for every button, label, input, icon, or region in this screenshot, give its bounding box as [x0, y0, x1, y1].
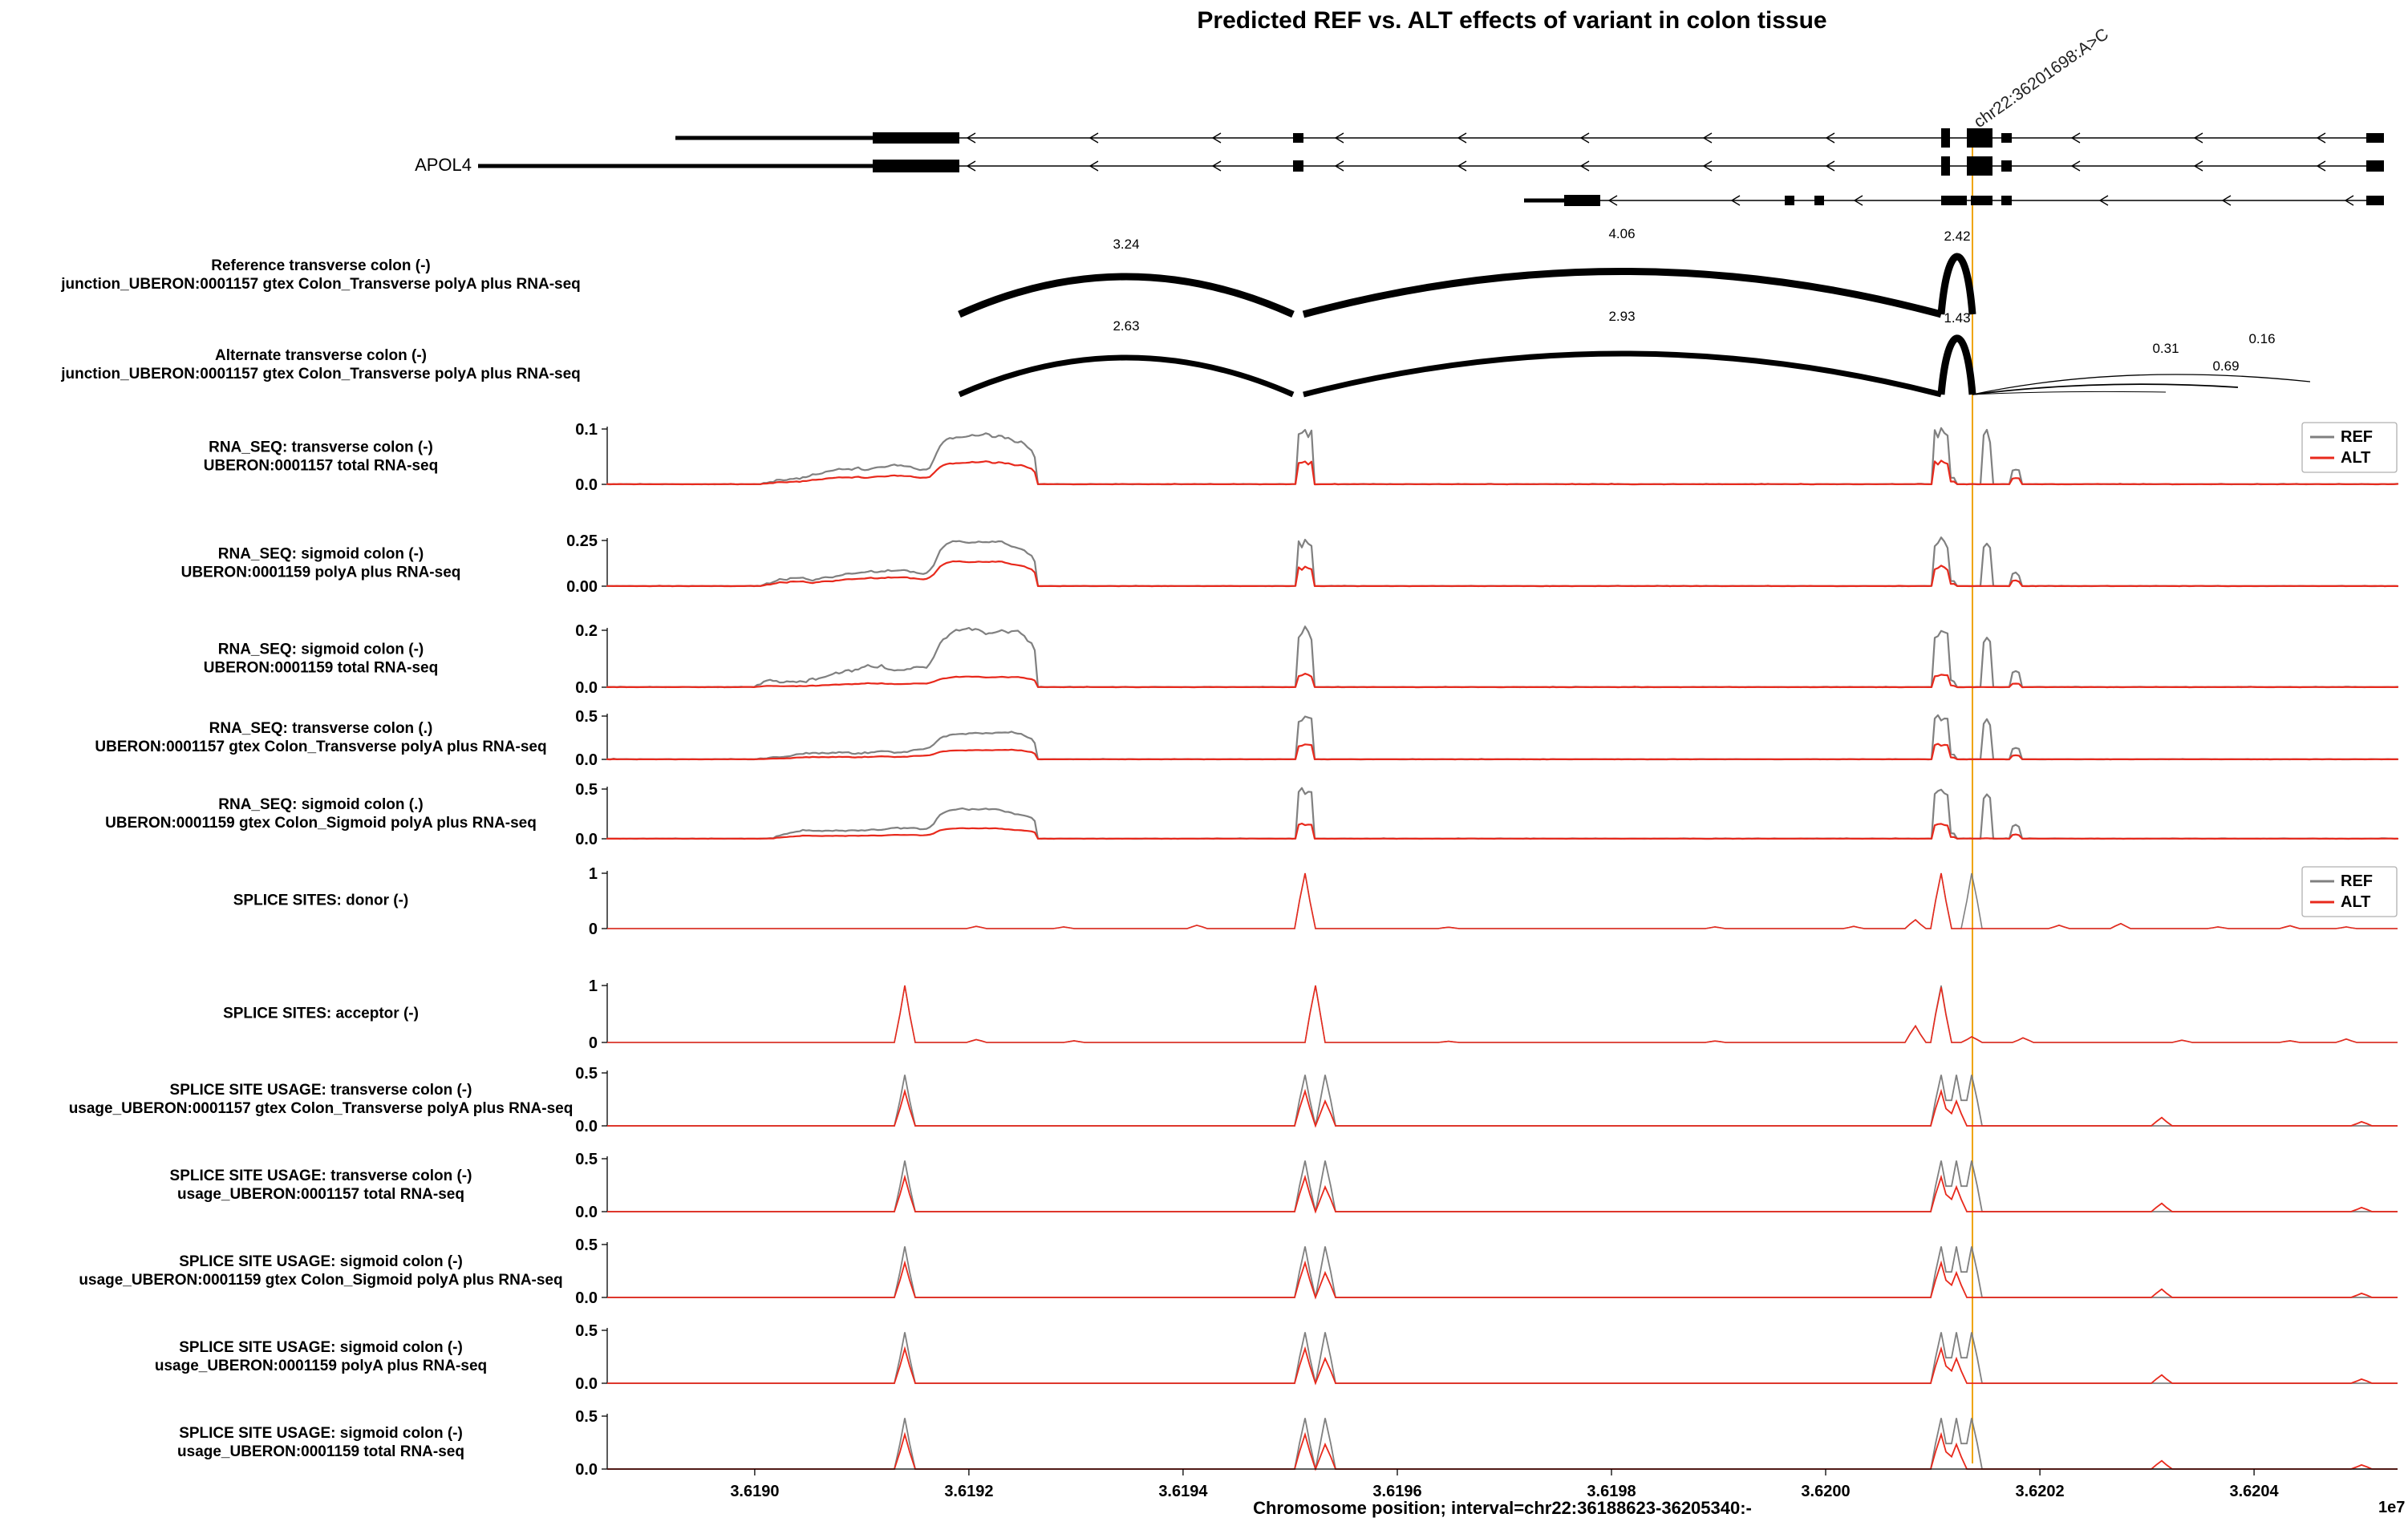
svg-text:UBERON:0001159 total RNA-seq: UBERON:0001159 total RNA-seq	[204, 660, 438, 677]
svg-text:RNA_SEQ: transverse colon (-): RNA_SEQ: transverse colon (-)	[209, 439, 433, 456]
svg-text:0.0: 0.0	[575, 1289, 598, 1307]
svg-text:APOL4: APOL4	[415, 155, 472, 175]
svg-text:REF: REF	[2341, 428, 2373, 446]
svg-text:SPLICE SITE USAGE: sigmoid col: SPLICE SITE USAGE: sigmoid colon (-)	[179, 1253, 463, 1270]
svg-text:3.6200: 3.6200	[1801, 1483, 1850, 1500]
svg-text:2.63: 2.63	[1113, 318, 1139, 334]
svg-text:0: 0	[589, 921, 598, 938]
svg-text:0.5: 0.5	[575, 781, 598, 799]
svg-text:RNA_SEQ: sigmoid colon (-): RNA_SEQ: sigmoid colon (-)	[218, 546, 424, 563]
svg-text:SPLICE SITE USAGE: sigmoid col: SPLICE SITE USAGE: sigmoid colon (-)	[179, 1425, 463, 1442]
svg-text:usage_UBERON:0001159 polyA plu: usage_UBERON:0001159 polyA plus RNA-seq	[155, 1358, 487, 1374]
svg-text:0.0: 0.0	[575, 1118, 598, 1135]
svg-text:0.5: 0.5	[575, 1151, 598, 1168]
svg-text:UBERON:0001159 polyA plus RNA-: UBERON:0001159 polyA plus RNA-seq	[181, 565, 461, 581]
svg-text:junction_UBERON:0001157 gtex C: junction_UBERON:0001157 gtex Colon_Trans…	[60, 366, 581, 382]
svg-text:ALT: ALT	[2341, 449, 2370, 467]
svg-text:0.31: 0.31	[2152, 341, 2179, 356]
svg-text:0: 0	[589, 1034, 598, 1052]
svg-text:0.25: 0.25	[566, 532, 598, 550]
svg-text:0.0: 0.0	[575, 679, 598, 697]
svg-text:junction_UBERON:0001157 gtex C: junction_UBERON:0001157 gtex Colon_Trans…	[60, 276, 581, 293]
svg-text:UBERON:0001159 gtex Colon_Sigm: UBERON:0001159 gtex Colon_Sigmoid polyA …	[105, 815, 537, 832]
svg-text:SPLICE SITE USAGE: transverse: SPLICE SITE USAGE: transverse colon (-)	[170, 1082, 472, 1099]
svg-text:4.06: 4.06	[1608, 226, 1635, 241]
svg-text:1: 1	[589, 865, 598, 883]
svg-text:usage_UBERON:0001159 total RNA: usage_UBERON:0001159 total RNA-seq	[177, 1443, 464, 1460]
svg-text:0.0: 0.0	[575, 476, 598, 494]
svg-text:0.5: 0.5	[575, 708, 598, 726]
svg-text:SPLICE SITE USAGE: transverse: SPLICE SITE USAGE: transverse colon (-)	[170, 1168, 472, 1184]
svg-text:0.0: 0.0	[575, 751, 598, 769]
svg-text:0.2: 0.2	[575, 622, 598, 640]
svg-text:3.6194: 3.6194	[1158, 1483, 1208, 1500]
svg-text:Chromosome position; interval=: Chromosome position; interval=chr22:3618…	[1253, 1498, 1752, 1518]
svg-text:SPLICE SITES: acceptor (-): SPLICE SITES: acceptor (-)	[223, 1006, 419, 1022]
svg-text:usage_UBERON:0001157 total RNA: usage_UBERON:0001157 total RNA-seq	[177, 1186, 464, 1203]
svg-text:SPLICE SITE USAGE: sigmoid col: SPLICE SITE USAGE: sigmoid colon (-)	[179, 1339, 463, 1356]
svg-text:3.6190: 3.6190	[730, 1483, 779, 1500]
svg-text:Alternate transverse colon (-): Alternate transverse colon (-)	[215, 347, 427, 364]
svg-text:RNA_SEQ: transverse colon (.): RNA_SEQ: transverse colon (.)	[209, 720, 433, 737]
svg-text:2.42: 2.42	[1944, 229, 1970, 244]
svg-text:3.6192: 3.6192	[944, 1483, 993, 1500]
svg-text:1: 1	[589, 977, 598, 995]
svg-text:0.69: 0.69	[2212, 358, 2239, 374]
svg-text:0.5: 0.5	[575, 1237, 598, 1254]
svg-text:UBERON:0001157 total RNA-seq: UBERON:0001157 total RNA-seq	[204, 458, 438, 475]
svg-text:ALT: ALT	[2341, 893, 2370, 911]
svg-text:RNA_SEQ: sigmoid colon (-): RNA_SEQ: sigmoid colon (-)	[218, 642, 424, 658]
svg-text:usage_UBERON:0001157 gtex Colo: usage_UBERON:0001157 gtex Colon_Transver…	[69, 1100, 574, 1117]
svg-text:0.0: 0.0	[575, 1204, 598, 1221]
svg-text:0.0: 0.0	[575, 1461, 598, 1479]
svg-text:1.43: 1.43	[1944, 310, 1970, 326]
svg-text:0.16: 0.16	[2248, 331, 2275, 346]
svg-text:0.5: 0.5	[575, 1065, 598, 1083]
svg-text:0.5: 0.5	[575, 1408, 598, 1426]
svg-text:2.93: 2.93	[1608, 309, 1635, 324]
svg-text:0.0: 0.0	[575, 1375, 598, 1393]
svg-text:0.0: 0.0	[575, 831, 598, 848]
svg-text:3.24: 3.24	[1113, 237, 1139, 252]
svg-text:Reference transverse colon (-): Reference transverse colon (-)	[211, 257, 431, 274]
svg-text:SPLICE SITES: donor (-): SPLICE SITES: donor (-)	[233, 892, 409, 909]
svg-text:0.5: 0.5	[575, 1322, 598, 1340]
svg-text:Predicted REF vs. ALT effects: Predicted REF vs. ALT effects of variant…	[1197, 7, 1826, 34]
svg-text:0.1: 0.1	[575, 421, 598, 439]
svg-text:3.6204: 3.6204	[2230, 1483, 2280, 1500]
svg-text:REF: REF	[2341, 872, 2373, 890]
svg-text:UBERON:0001157 gtex Colon_Tran: UBERON:0001157 gtex Colon_Transverse pol…	[95, 739, 546, 755]
svg-text:RNA_SEQ: sigmoid colon (.): RNA_SEQ: sigmoid colon (.)	[218, 796, 423, 813]
svg-text:1e7: 1e7	[2378, 1499, 2405, 1516]
svg-text:3.6202: 3.6202	[2016, 1483, 2065, 1500]
svg-text:usage_UBERON:0001159 gtex Colo: usage_UBERON:0001159 gtex Colon_Sigmoid …	[79, 1272, 562, 1289]
svg-text:0.00: 0.00	[566, 578, 598, 596]
